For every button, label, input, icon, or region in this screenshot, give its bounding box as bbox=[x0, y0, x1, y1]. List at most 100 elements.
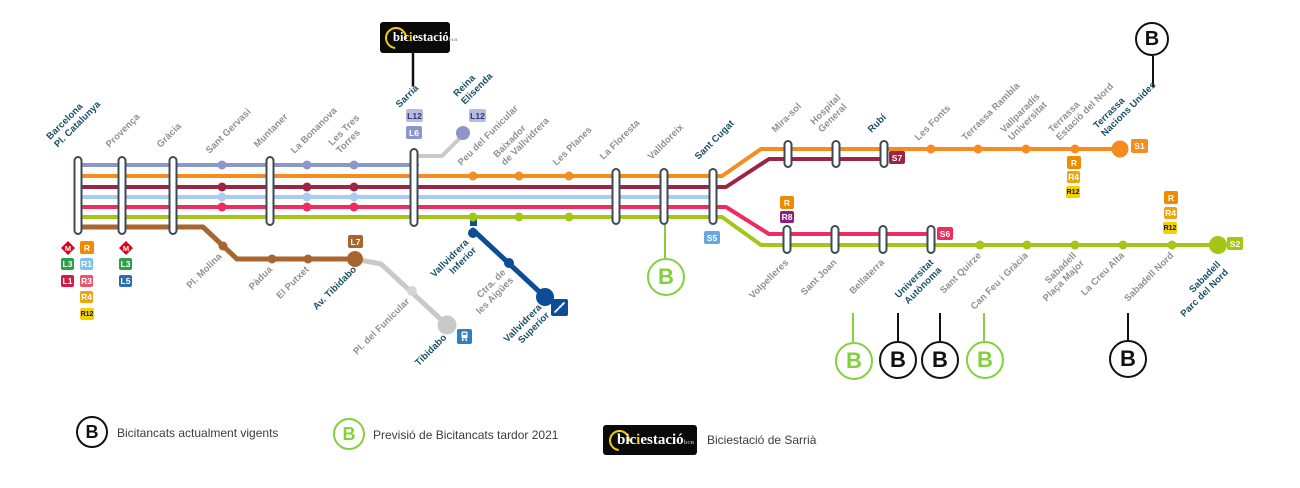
line-badge-r: R bbox=[1067, 156, 1081, 169]
station-dot bbox=[217, 160, 227, 170]
line-badge-l3: L3 bbox=[61, 258, 74, 270]
station-tick bbox=[73, 156, 83, 235]
station-dot bbox=[349, 160, 359, 170]
station-dot bbox=[926, 144, 936, 154]
line-badge-r12: R12 bbox=[80, 308, 94, 320]
station-dot bbox=[1070, 144, 1080, 154]
station-dot bbox=[973, 144, 983, 154]
funicular-start-mark bbox=[470, 219, 477, 226]
line-s7 bbox=[74, 157, 886, 189]
station-dot bbox=[217, 182, 227, 192]
station-dot bbox=[1070, 240, 1080, 250]
station-dot bbox=[1021, 144, 1031, 154]
station-dot bbox=[504, 258, 514, 268]
line-s6 bbox=[74, 205, 933, 236]
station-tick bbox=[659, 168, 669, 225]
station-dot bbox=[1022, 240, 1032, 250]
line-badge-r4: R4 bbox=[1067, 171, 1080, 183]
station-dot bbox=[975, 240, 985, 250]
line-badge-r: R bbox=[80, 241, 94, 254]
station-dot bbox=[468, 212, 478, 222]
station-dot bbox=[468, 171, 478, 181]
bicitancat-planned-icon: B bbox=[835, 342, 873, 380]
metro-icon: M bbox=[61, 241, 75, 255]
legend-planned-label: Previsió de Bicitancats tardor 2021 bbox=[373, 428, 559, 442]
station-dot bbox=[302, 182, 312, 192]
line-badge-r3: R3 bbox=[80, 275, 93, 287]
line-badge-r1: R1 bbox=[80, 258, 93, 270]
line-badge-r12: R12 bbox=[1163, 222, 1177, 234]
station-tick bbox=[783, 140, 793, 168]
station-tick bbox=[926, 225, 936, 254]
station-dot bbox=[349, 202, 359, 212]
station-tick bbox=[831, 140, 841, 168]
station-dot bbox=[437, 315, 457, 335]
station-dot bbox=[536, 288, 554, 306]
station-tick bbox=[878, 225, 888, 254]
station-tick bbox=[830, 225, 840, 254]
bicitancat-planned-icon: B bbox=[647, 258, 685, 296]
legend-bicitancat-planned-icon: B bbox=[333, 418, 365, 450]
line-badge-r4: R4 bbox=[80, 291, 93, 303]
station-dot bbox=[564, 171, 574, 181]
station-dot bbox=[302, 202, 312, 212]
line-badge-r: R bbox=[1164, 191, 1178, 204]
station-tick bbox=[611, 168, 621, 225]
station-tick bbox=[708, 168, 718, 225]
station-dot bbox=[407, 286, 417, 296]
biciestacio-wordmark: biciestacióbcn bbox=[617, 431, 695, 448]
station-dot bbox=[456, 126, 470, 140]
metro-icon: M bbox=[119, 241, 133, 255]
line-badge-s7: S7 bbox=[889, 151, 905, 164]
line-badge-r12: R12 bbox=[1066, 186, 1080, 198]
legend-bicitancat-current-icon: B bbox=[76, 416, 108, 448]
line-badge-l6: L6 bbox=[406, 126, 422, 139]
station-dot bbox=[564, 212, 574, 222]
line-badge-l12: L12 bbox=[406, 109, 423, 122]
branch-reina-elisenda bbox=[414, 134, 464, 158]
station-dot bbox=[468, 228, 478, 238]
line-badge-l12: L12 bbox=[469, 109, 486, 122]
line-badge-r4: R4 bbox=[1164, 207, 1177, 219]
tram-icon bbox=[457, 329, 472, 344]
station-dot bbox=[302, 160, 312, 170]
biciestacio-logo: biciestacióbcn bbox=[380, 22, 457, 53]
line-badge-s6: S6 bbox=[937, 227, 953, 240]
station-dot bbox=[1167, 240, 1177, 250]
line-badge-r: R bbox=[780, 196, 794, 209]
legend-current-label: Bicitancats actualment vigents bbox=[117, 426, 279, 440]
line-badge-l7: L7 bbox=[348, 235, 363, 248]
station-dot bbox=[217, 202, 227, 212]
line-s2 bbox=[74, 215, 1220, 247]
line-badge-l1: L1 bbox=[61, 275, 74, 287]
station-dot bbox=[349, 192, 359, 202]
station-tick bbox=[265, 156, 275, 226]
legend-biciestacio-label: Biciestació de Sarrià bbox=[707, 433, 817, 447]
bicitancat-current-icon: B bbox=[921, 341, 959, 379]
line-s1 bbox=[74, 147, 1122, 178]
station-dot bbox=[303, 254, 313, 264]
station-dot bbox=[267, 254, 277, 264]
station-tick bbox=[782, 225, 792, 254]
bicitancat-current-icon: B bbox=[1109, 340, 1147, 378]
station-dot bbox=[302, 192, 312, 202]
line-badge-r8: R8 bbox=[780, 211, 794, 223]
legend-biciestacio-logo: biciestacióbcn bbox=[603, 425, 697, 455]
line-badge-s1: S1 bbox=[1131, 139, 1148, 153]
station-dot bbox=[1209, 236, 1227, 254]
station-dot bbox=[514, 212, 524, 222]
bicitancat-current-icon: B bbox=[1135, 22, 1169, 56]
funicular-tibidabo bbox=[357, 257, 450, 328]
station-dot bbox=[347, 251, 363, 267]
station-dot bbox=[1111, 140, 1129, 158]
biciestacio-wordmark: biciestacióbcn bbox=[393, 30, 458, 44]
bicitancat-current-icon: B bbox=[879, 341, 917, 379]
station-tick bbox=[409, 148, 419, 227]
bicitancat-planned-icon: B bbox=[966, 341, 1004, 379]
line-badge-s2: S2 bbox=[1227, 237, 1243, 250]
station-dot bbox=[349, 182, 359, 192]
station-dot bbox=[1118, 240, 1128, 250]
station-dot bbox=[218, 241, 228, 251]
